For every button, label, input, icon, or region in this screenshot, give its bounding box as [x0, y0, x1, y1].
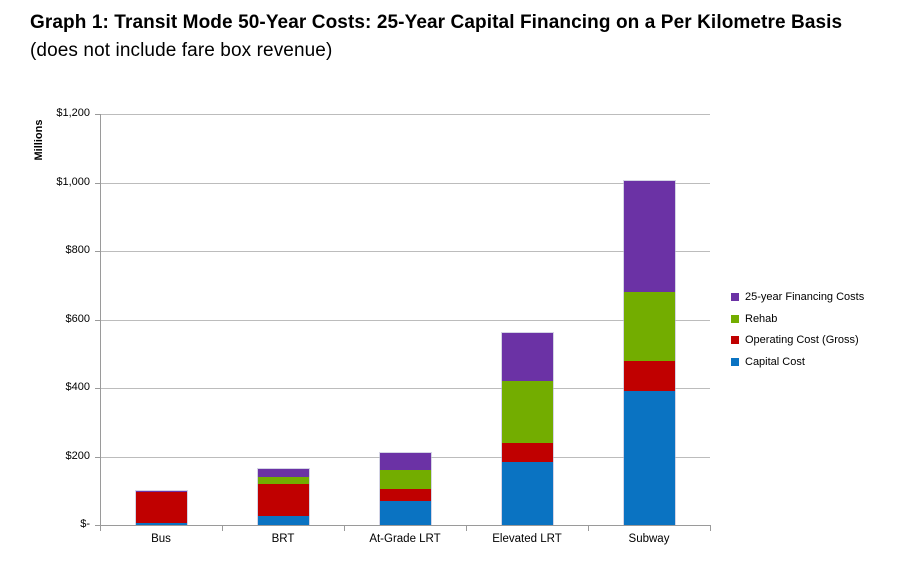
x-axis-label: At-Grade LRT: [369, 533, 441, 545]
bar-segment-operating-cost-gross: [623, 360, 675, 392]
bar-segment-25-year-financing-costs: [501, 333, 553, 382]
x-axis-label: BRT: [271, 533, 295, 545]
x-axis-tick: [588, 526, 589, 531]
y-axis-tick: [95, 114, 100, 115]
y-axis-tick: [95, 388, 100, 389]
legend: 25-year Financing Costs Rehab Operating Co…: [731, 286, 864, 373]
bar-segment-capital-cost: [501, 461, 553, 525]
bar-bus: [135, 490, 187, 525]
bar-elevated-lrt: [501, 333, 553, 525]
legend-item: Capital Cost: [731, 351, 864, 373]
bar-brt: [257, 468, 309, 525]
bar-segment-operating-cost-gross: [501, 442, 553, 462]
bar-segment-rehab: [501, 381, 553, 443]
bar-segment-25-year-financing-costs: [135, 490, 187, 492]
y-axis-tick-label: $-: [80, 518, 90, 530]
bar-segment-operating-cost-gross: [257, 483, 309, 517]
bar-segment-operating-cost-gross: [379, 489, 431, 502]
x-axis-tick: [100, 526, 101, 531]
x-axis-label: Elevated LRT: [492, 533, 562, 545]
bar-segment-25-year-financing-costs: [257, 468, 309, 478]
bar-segment-25-year-financing-costs: [623, 180, 675, 293]
y-axis-tick-label: $1,200: [56, 107, 90, 119]
bar-segment-rehab: [623, 292, 675, 361]
bar-segment-capital-cost: [135, 523, 187, 525]
y-axis-line: [100, 114, 101, 526]
y-axis-tick-label: $1,000: [56, 175, 90, 188]
legend-label: Capital Cost: [745, 355, 805, 368]
legend-swatch-rehab: [731, 314, 739, 323]
chart-title: Graph 1: Transit Mode 50-Year Costs: 25-…: [30, 9, 850, 65]
legend-item: Operating Cost (Gross): [731, 329, 864, 351]
chart-title-suffix: (does not include fare box revenue): [30, 40, 333, 61]
legend-swatch-capital-cost: [731, 357, 739, 366]
bar-segment-capital-cost: [257, 516, 309, 525]
legend-label: Rehab: [745, 312, 778, 325]
legend-swatch-25-year-financing-costs: [731, 292, 739, 301]
bar-segment-operating-cost-gross: [135, 491, 187, 524]
legend-label: 25-year Financing Costs: [745, 290, 865, 303]
plot-area: [100, 114, 710, 525]
legend-item: 25-year Financing Costs: [731, 286, 864, 308]
y-axis-tick: [95, 251, 100, 252]
gridline: [100, 182, 710, 184]
gridline: [100, 388, 710, 389]
chart-title-bold: Graph 1: Transit Mode 50-Year Costs: 25-…: [30, 12, 843, 33]
bar-segment-25-year-financing-costs: [379, 453, 431, 471]
bar-segment-rehab: [379, 470, 431, 490]
bar-subway: [623, 180, 675, 525]
y-axis-tick: [95, 319, 100, 321]
y-axis-tick-label: $600: [65, 312, 90, 325]
gridline: [100, 114, 710, 115]
bar-at-grade-lrt: [379, 453, 431, 525]
x-axis-tick: [222, 526, 223, 531]
bar-segment-capital-cost: [379, 501, 431, 525]
legend-label: Operating Cost (Gross): [745, 334, 859, 347]
x-axis-tick: [710, 526, 711, 531]
legend-swatch-operating-cost-gross: [731, 336, 739, 345]
x-axis-tick: [466, 526, 467, 531]
bar-chart: Millions 25-year Financing Costs Rehab Ope…: [0, 100, 900, 561]
legend-item: Rehab: [731, 308, 864, 330]
y-axis-tick-label: $800: [65, 244, 90, 256]
y-axis-tick-label: $400: [65, 381, 90, 393]
y-axis-tick: [95, 182, 100, 184]
y-axis-tick-label: $200: [65, 449, 90, 462]
y-axis-tick: [95, 456, 100, 458]
x-axis-label: Subway: [628, 533, 670, 545]
y-axis-tick: [95, 525, 100, 526]
bar-segment-capital-cost: [623, 391, 675, 525]
gridline: [100, 251, 710, 252]
bar-segment-rehab: [257, 477, 309, 484]
x-axis-tick: [344, 526, 345, 531]
gridline: [100, 319, 710, 321]
x-axis-label: Bus: [151, 533, 171, 545]
x-axis-line: [100, 525, 711, 526]
